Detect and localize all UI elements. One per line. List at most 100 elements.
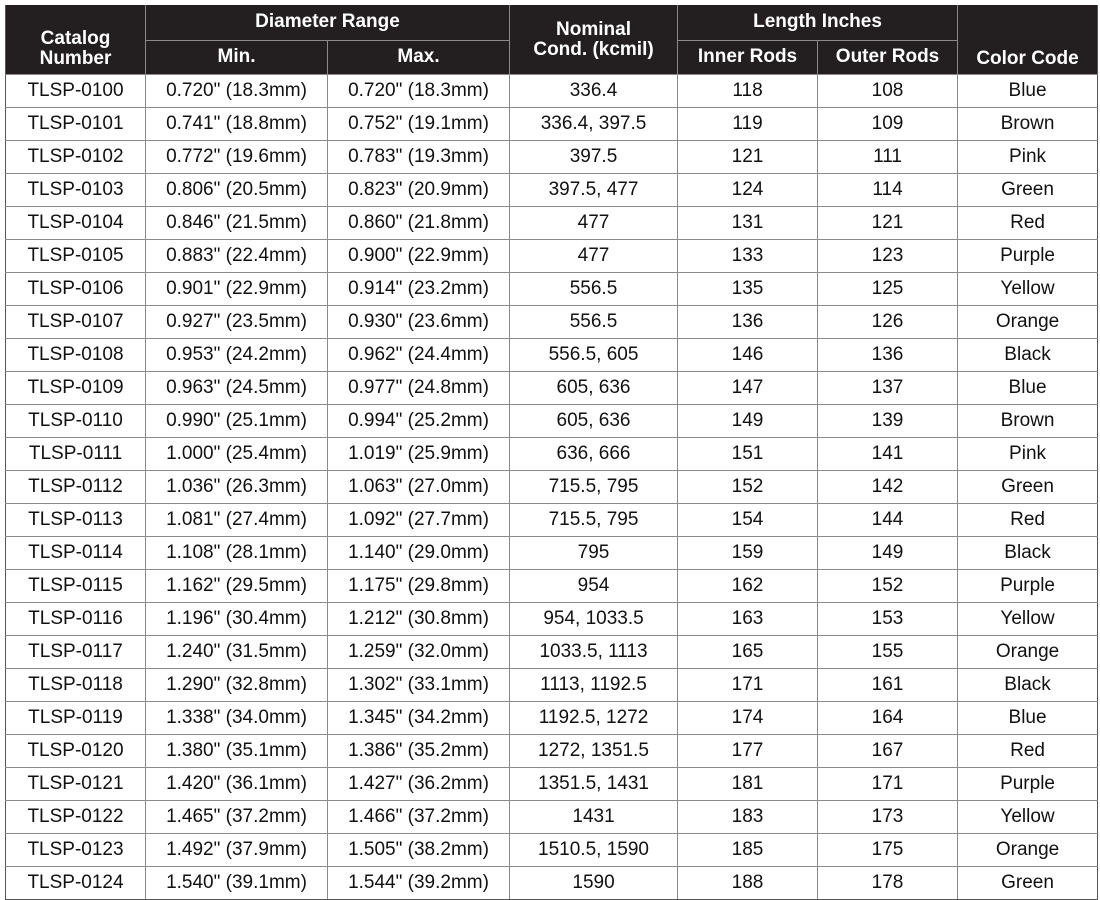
diameter-max-cell: 0.900" (22.9mm) [326, 239, 511, 273]
header-max: Max. [326, 40, 511, 76]
table-row: TLSP-0122 1.465" (37.2mm) 1.466" (37.2mm) 1… [5, 800, 1099, 834]
table-row: TLSP-0103 0.806" (20.5mm) 0.823" (20.9mm) 3… [5, 173, 1099, 207]
catalog-number-cell: TLSP-0117 [5, 635, 146, 669]
nominal-cond-cell: 954 [509, 569, 679, 603]
outer-rods-cell: 153 [817, 602, 959, 636]
diameter-min-cell: 1.196" (30.4mm) [145, 602, 328, 636]
color-code-cell: Purple [957, 239, 1099, 273]
color-code-cell: Blue [957, 371, 1099, 405]
inner-rods-cell: 131 [677, 206, 819, 240]
diameter-min-cell: 0.741" (18.8mm) [145, 107, 328, 141]
header-catalog-number: Catalog Number [5, 5, 146, 75]
table-row: TLSP-0113 1.081" (27.4mm) 1.092" (27.7mm) 7… [5, 503, 1099, 537]
diameter-max-cell: 0.977" (24.8mm) [326, 371, 511, 405]
color-code-cell: Red [957, 503, 1099, 537]
outer-rods-cell: 173 [817, 800, 959, 834]
diameter-max-cell: 1.427" (36.2mm) [326, 767, 511, 801]
outer-rods-cell: 123 [817, 239, 959, 273]
diameter-min-cell: 1.540" (39.1mm) [145, 866, 328, 900]
catalog-number-cell: TLSP-0108 [5, 338, 146, 372]
diameter-max-cell: 0.962" (24.4mm) [326, 338, 511, 372]
nominal-cond-cell: 1033.5, 1113 [509, 635, 679, 669]
catalog-number-cell: TLSP-0107 [5, 305, 146, 339]
color-code-cell: Pink [957, 437, 1099, 471]
inner-rods-cell: 183 [677, 800, 819, 834]
inner-rods-cell: 171 [677, 668, 819, 702]
inner-rods-cell: 124 [677, 173, 819, 207]
diameter-max-cell: 1.544" (39.2mm) [326, 866, 511, 900]
catalog-number-cell: TLSP-0103 [5, 173, 146, 207]
nominal-cond-cell: 1272, 1351.5 [509, 734, 679, 768]
outer-rods-cell: 139 [817, 404, 959, 438]
nominal-cond-cell: 636, 666 [509, 437, 679, 471]
catalog-number-cell: TLSP-0110 [5, 404, 146, 438]
inner-rods-cell: 149 [677, 404, 819, 438]
diameter-max-cell: 1.019" (25.9mm) [326, 437, 511, 471]
color-code-cell: Orange [957, 305, 1099, 339]
diameter-max-cell: 0.930" (23.6mm) [326, 305, 511, 339]
inner-rods-cell: 151 [677, 437, 819, 471]
table-row: TLSP-0123 1.492" (37.9mm) 1.505" (38.2mm) 1… [5, 833, 1099, 867]
inner-rods-cell: 135 [677, 272, 819, 306]
catalog-number-cell: TLSP-0111 [5, 437, 146, 471]
color-code-cell: Pink [957, 140, 1099, 174]
table-row: TLSP-0104 0.846" (21.5mm) 0.860" (21.8mm) 4… [5, 206, 1099, 240]
outer-rods-cell: 125 [817, 272, 959, 306]
header-color-code: Color Code [957, 5, 1099, 75]
catalog-number-cell: TLSP-0102 [5, 140, 146, 174]
inner-rods-cell: 152 [677, 470, 819, 504]
outer-rods-cell: 109 [817, 107, 959, 141]
catalog-number-cell: TLSP-0121 [5, 767, 146, 801]
catalog-number-cell: TLSP-0118 [5, 668, 146, 702]
table-row: TLSP-0105 0.883" (22.4mm) 0.900" (22.9mm) 4… [5, 239, 1099, 273]
nominal-cond-cell: 336.4, 397.5 [509, 107, 679, 141]
diameter-max-cell: 1.175" (29.8mm) [326, 569, 511, 603]
color-code-cell: Red [957, 734, 1099, 768]
outer-rods-cell: 141 [817, 437, 959, 471]
table-row: TLSP-0106 0.901" (22.9mm) 0.914" (23.2mm) 5… [5, 272, 1099, 306]
diameter-max-cell: 0.783" (19.3mm) [326, 140, 511, 174]
inner-rods-cell: 154 [677, 503, 819, 537]
table-row: TLSP-0109 0.963" (24.5mm) 0.977" (24.8mm) 6… [5, 371, 1099, 405]
diameter-max-cell: 1.345" (34.2mm) [326, 701, 511, 735]
nominal-cond-cell: 556.5, 605 [509, 338, 679, 372]
inner-rods-cell: 188 [677, 866, 819, 900]
header-outer-rods: Outer Rods [817, 40, 959, 76]
outer-rods-cell: 114 [817, 173, 959, 207]
diameter-min-cell: 1.290" (32.8mm) [145, 668, 328, 702]
nominal-cond-cell: 336.4 [509, 74, 679, 108]
nominal-cond-cell: 1192.5, 1272 [509, 701, 679, 735]
outer-rods-cell: 121 [817, 206, 959, 240]
catalog-number-cell: TLSP-0124 [5, 866, 146, 900]
catalog-number-cell: TLSP-0123 [5, 833, 146, 867]
outer-rods-cell: 136 [817, 338, 959, 372]
nominal-cond-cell: 954, 1033.5 [509, 602, 679, 636]
catalog-number-cell: TLSP-0116 [5, 602, 146, 636]
color-code-cell: Purple [957, 569, 1099, 603]
nominal-cond-cell: 556.5 [509, 305, 679, 339]
color-code-cell: Black [957, 536, 1099, 570]
color-code-cell: Brown [957, 107, 1099, 141]
catalog-number-cell: TLSP-0119 [5, 701, 146, 735]
nominal-cond-cell: 715.5, 795 [509, 503, 679, 537]
diameter-min-cell: 0.990" (25.1mm) [145, 404, 328, 438]
diameter-min-cell: 1.492" (37.9mm) [145, 833, 328, 867]
table-row: TLSP-0121 1.420" (36.1mm) 1.427" (36.2mm) 1… [5, 767, 1099, 801]
color-code-cell: Green [957, 866, 1099, 900]
catalog-number-cell: TLSP-0106 [5, 272, 146, 306]
inner-rods-cell: 121 [677, 140, 819, 174]
diameter-max-cell: 0.994" (25.2mm) [326, 404, 511, 438]
nominal-cond-cell: 605, 636 [509, 404, 679, 438]
diameter-min-cell: 0.846" (21.5mm) [145, 206, 328, 240]
catalog-number-cell: TLSP-0109 [5, 371, 146, 405]
diameter-max-cell: 0.720" (18.3mm) [326, 74, 511, 108]
diameter-min-cell: 1.380" (35.1mm) [145, 734, 328, 768]
catalog-number-cell: TLSP-0113 [5, 503, 146, 537]
diameter-min-cell: 1.420" (36.1mm) [145, 767, 328, 801]
diameter-min-cell: 1.081" (27.4mm) [145, 503, 328, 537]
header-length-inches: Length Inches [677, 5, 959, 41]
diameter-min-cell: 1.000" (25.4mm) [145, 437, 328, 471]
diameter-max-cell: 0.823" (20.9mm) [326, 173, 511, 207]
diameter-min-cell: 0.806" (20.5mm) [145, 173, 328, 207]
outer-rods-cell: 161 [817, 668, 959, 702]
